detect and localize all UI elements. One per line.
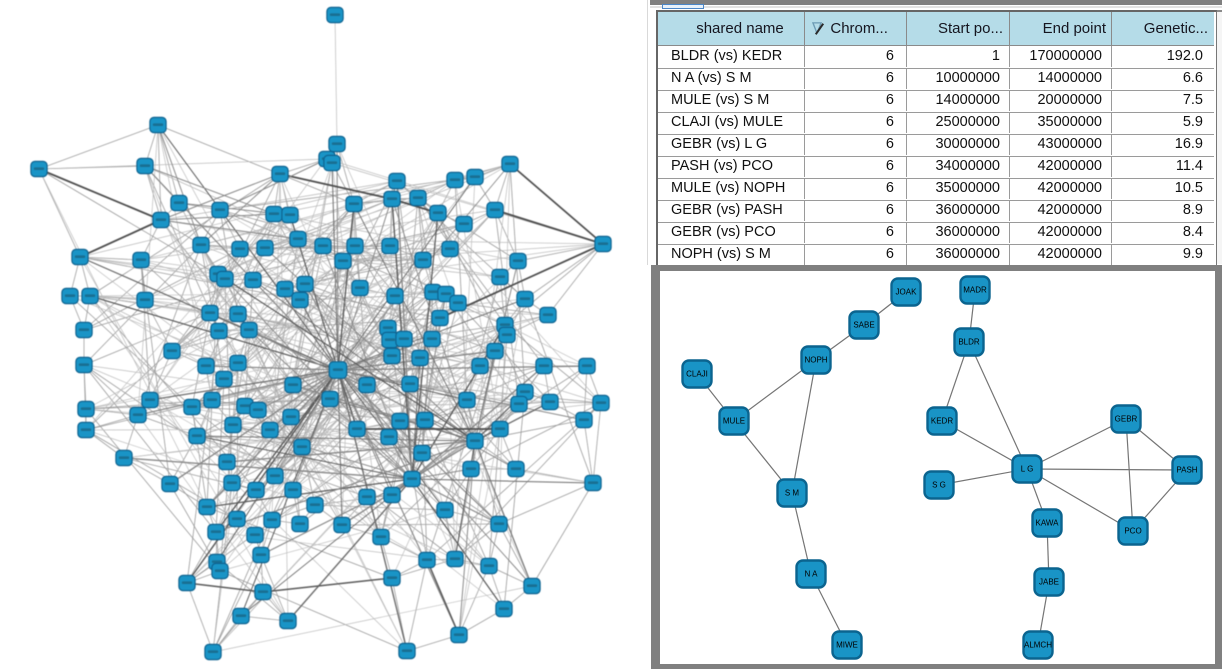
svg-text:BLDR: BLDR [958,338,980,347]
svg-text:SABE: SABE [853,321,874,330]
svg-text:NOPH: NOPH [804,356,827,365]
svg-text:PCO: PCO [1124,527,1141,536]
svg-text:S M: S M [785,489,800,498]
svg-text:JABE: JABE [1039,578,1059,587]
svg-text:N A: N A [805,570,819,579]
svg-text:S G: S G [932,481,946,490]
svg-text:MIWE: MIWE [836,641,858,650]
svg-text:KEDR: KEDR [931,417,953,426]
svg-text:KAWA: KAWA [1036,519,1060,528]
svg-text:CLAJI: CLAJI [686,370,708,379]
svg-text:MADR: MADR [963,286,987,295]
svg-text:GEBR: GEBR [1115,415,1138,424]
svg-text:ALMCH: ALMCH [1024,641,1052,650]
svg-text:L G: L G [1021,465,1034,474]
svg-text:PASH: PASH [1176,466,1197,475]
svg-text:JOAK: JOAK [896,288,918,297]
svg-text:MULE: MULE [723,417,745,426]
